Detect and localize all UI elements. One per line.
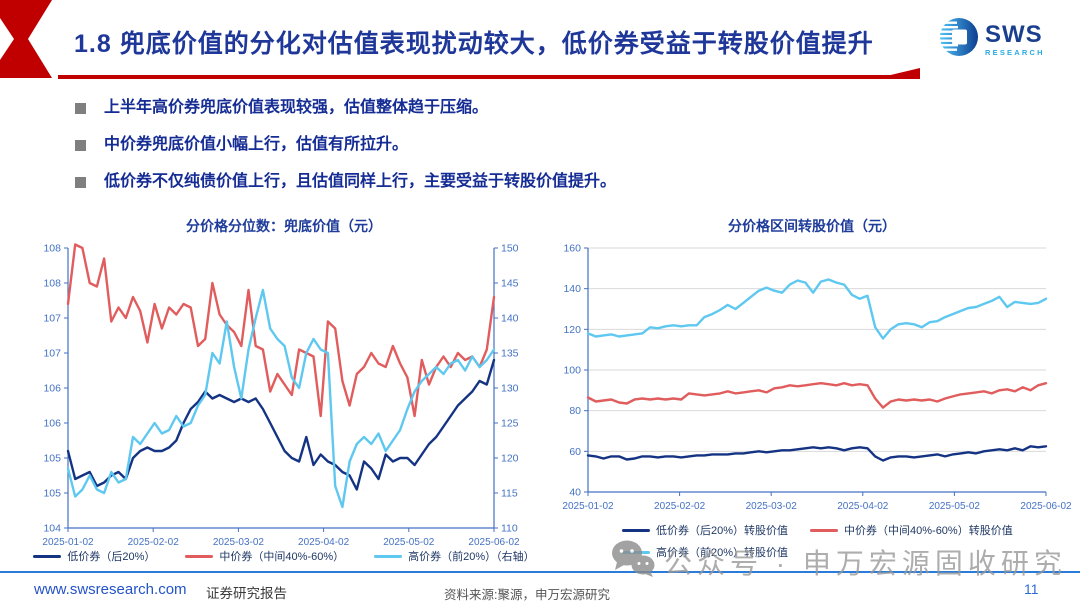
right-chart-legend: 低价券（后20%）转股价值 中价券（中间40%-60%）转股价值高价券（前20%）…: [552, 519, 1072, 563]
legend-line-swatch: [33, 554, 62, 558]
legend-label: 中价券（中间40%-60%）转股价值: [844, 525, 1013, 537]
legend-label: 低价券（后20%）: [67, 551, 156, 563]
svg-text:160: 160: [563, 243, 581, 255]
bullet-item: 中价券兜底价值小幅上行，估值有所拉升。: [75, 133, 616, 157]
svg-text:2025-02-02: 2025-02-02: [654, 501, 706, 512]
svg-text:2025-04-02: 2025-04-02: [837, 501, 889, 512]
svg-text:110: 110: [501, 523, 518, 535]
svg-text:130: 130: [501, 383, 519, 395]
svg-text:106: 106: [43, 418, 61, 430]
bullet-text: 中价券兜底价值小幅上行，估值有所拉升。: [104, 136, 409, 153]
legend-item: 中价券（中间40%-60%）转股价值: [810, 522, 1013, 538]
svg-text:2025-05-02: 2025-05-02: [383, 537, 435, 548]
svg-text:60: 60: [569, 446, 581, 458]
legend-row: 低价券（后20%） 中价券（中间40%-60%） 高价券（前20%）（右轴）: [28, 545, 540, 567]
legend-label: 低价券（后20%）转股价值: [656, 525, 789, 537]
legend-item: 中价券（中间40%-60%）: [185, 548, 344, 564]
svg-text:104: 104: [43, 523, 61, 535]
footer-website: www.swsresearch.com: [34, 581, 187, 598]
right-chart-title: 分价格区间转股价值（元）: [728, 218, 896, 234]
footer-divider: [0, 571, 1080, 573]
legend-item: 低价券（后20%）: [33, 548, 155, 564]
bullet-text: 上半年高价券兜底价值表现较强，估值整体趋于压缩。: [104, 99, 489, 116]
svg-text:40: 40: [569, 487, 581, 499]
svg-text:80: 80: [569, 405, 581, 417]
svg-text:2025-04-02: 2025-04-02: [298, 537, 350, 548]
left-chart-legend: 低价券（后20%） 中价券（中间40%-60%） 高价券（前20%）（右轴）: [28, 545, 540, 567]
legend-label: 中价券（中间40%-60%）: [219, 551, 345, 563]
header-underline: [58, 75, 920, 79]
svg-text:120: 120: [563, 324, 581, 336]
footer-data-source: 资料来源:聚源，申万宏源研究: [444, 588, 610, 602]
svg-text:105: 105: [43, 488, 61, 500]
svg-text:2025-06-02: 2025-06-02: [468, 537, 520, 548]
legend-line-swatch: [374, 554, 403, 558]
svg-text:2025-01-02: 2025-01-02: [562, 501, 614, 512]
logo-subtitle: RESEARCH: [985, 47, 1045, 57]
logo-name: SWS: [985, 20, 1043, 48]
header-underline-wedge: [876, 68, 920, 79]
svg-text:105: 105: [43, 453, 61, 465]
left-chart-title: 分价格分位数：兜底价值（元）: [186, 218, 382, 234]
svg-text:107: 107: [43, 348, 61, 360]
svg-text:2025-01-02: 2025-01-02: [42, 537, 94, 548]
page-number: 11: [1024, 581, 1039, 597]
svg-text:145: 145: [501, 278, 519, 290]
svg-text:108: 108: [43, 278, 61, 290]
svg-text:107: 107: [43, 313, 61, 325]
legend-label: 高价券（前20%）（右轴）: [408, 551, 535, 563]
legend-item: 低价券（后20%）转股价值: [622, 522, 788, 538]
svg-text:140: 140: [501, 313, 519, 325]
svg-text:2025-03-02: 2025-03-02: [213, 537, 265, 548]
legend-line-swatch: [622, 528, 650, 532]
sws-globe-icon: [933, 14, 981, 65]
bullet-square-icon: [75, 103, 86, 114]
svg-text:2025-05-02: 2025-05-02: [929, 501, 981, 512]
legend-row: 低价券（后20%）转股价值 中价券（中间40%-60%）转股价值: [552, 519, 1072, 541]
bullet-text: 低价券不仅纯债价值上行，且估值同样上行，主要受益于转股价值提升。: [104, 173, 617, 190]
svg-text:150: 150: [501, 243, 519, 255]
footer-report-type: 证券研究报告: [206, 586, 287, 601]
svg-text:140: 140: [563, 283, 581, 295]
bullet-item: 上半年高价券兜底价值表现较强，估值整体趋于压缩。: [75, 96, 616, 120]
red-chevron-icon: [0, 0, 56, 83]
svg-text:2025-06-02: 2025-06-02: [1020, 501, 1072, 512]
legend-line-swatch: [185, 554, 214, 558]
legend-item: 高价券（前20%）转股价值: [622, 544, 788, 560]
legend-label: 高价券（前20%）转股价值: [656, 547, 789, 559]
bullet-item: 低价券不仅纯债价值上行，且估值同样上行，主要受益于转股价值提升。: [75, 170, 616, 194]
bullet-list: 上半年高价券兜底价值表现较强，估值整体趋于压缩。 中价券兜底价值小幅上行，估值有…: [75, 96, 616, 207]
legend-line-swatch: [810, 528, 839, 532]
svg-text:135: 135: [501, 348, 519, 360]
bullet-square-icon: [75, 177, 86, 188]
svg-text:115: 115: [501, 488, 518, 500]
svg-text:125: 125: [501, 418, 519, 430]
left-line-chart: 108 108 107 107 106 106 105 105 104 150 145 140 135 1…: [42, 243, 520, 549]
svg-text:2025-03-02: 2025-03-02: [746, 501, 798, 512]
svg-text:108: 108: [43, 243, 61, 255]
svg-text:106: 106: [43, 383, 61, 395]
svg-text:120: 120: [501, 453, 519, 465]
legend-line-swatch: [622, 550, 650, 554]
svg-text:100: 100: [563, 365, 581, 377]
page-title: 1.8 兜底价值的分化对估值表现扰动较大，低价券受益于转股价值提升: [74, 30, 874, 58]
bullet-square-icon: [75, 140, 86, 151]
sws-logo: SWS RESEARCH: [933, 14, 1045, 65]
right-line-chart: 160 140 120 100 80 60 40 2025-01-02 2025-02-02 20…: [562, 243, 1072, 513]
legend-row: 高价券（前20%）转股价值: [552, 541, 1072, 563]
legend-item: 高价券（前20%）（右轴）: [374, 548, 535, 564]
svg-text:2025-02-02: 2025-02-02: [128, 537, 180, 548]
